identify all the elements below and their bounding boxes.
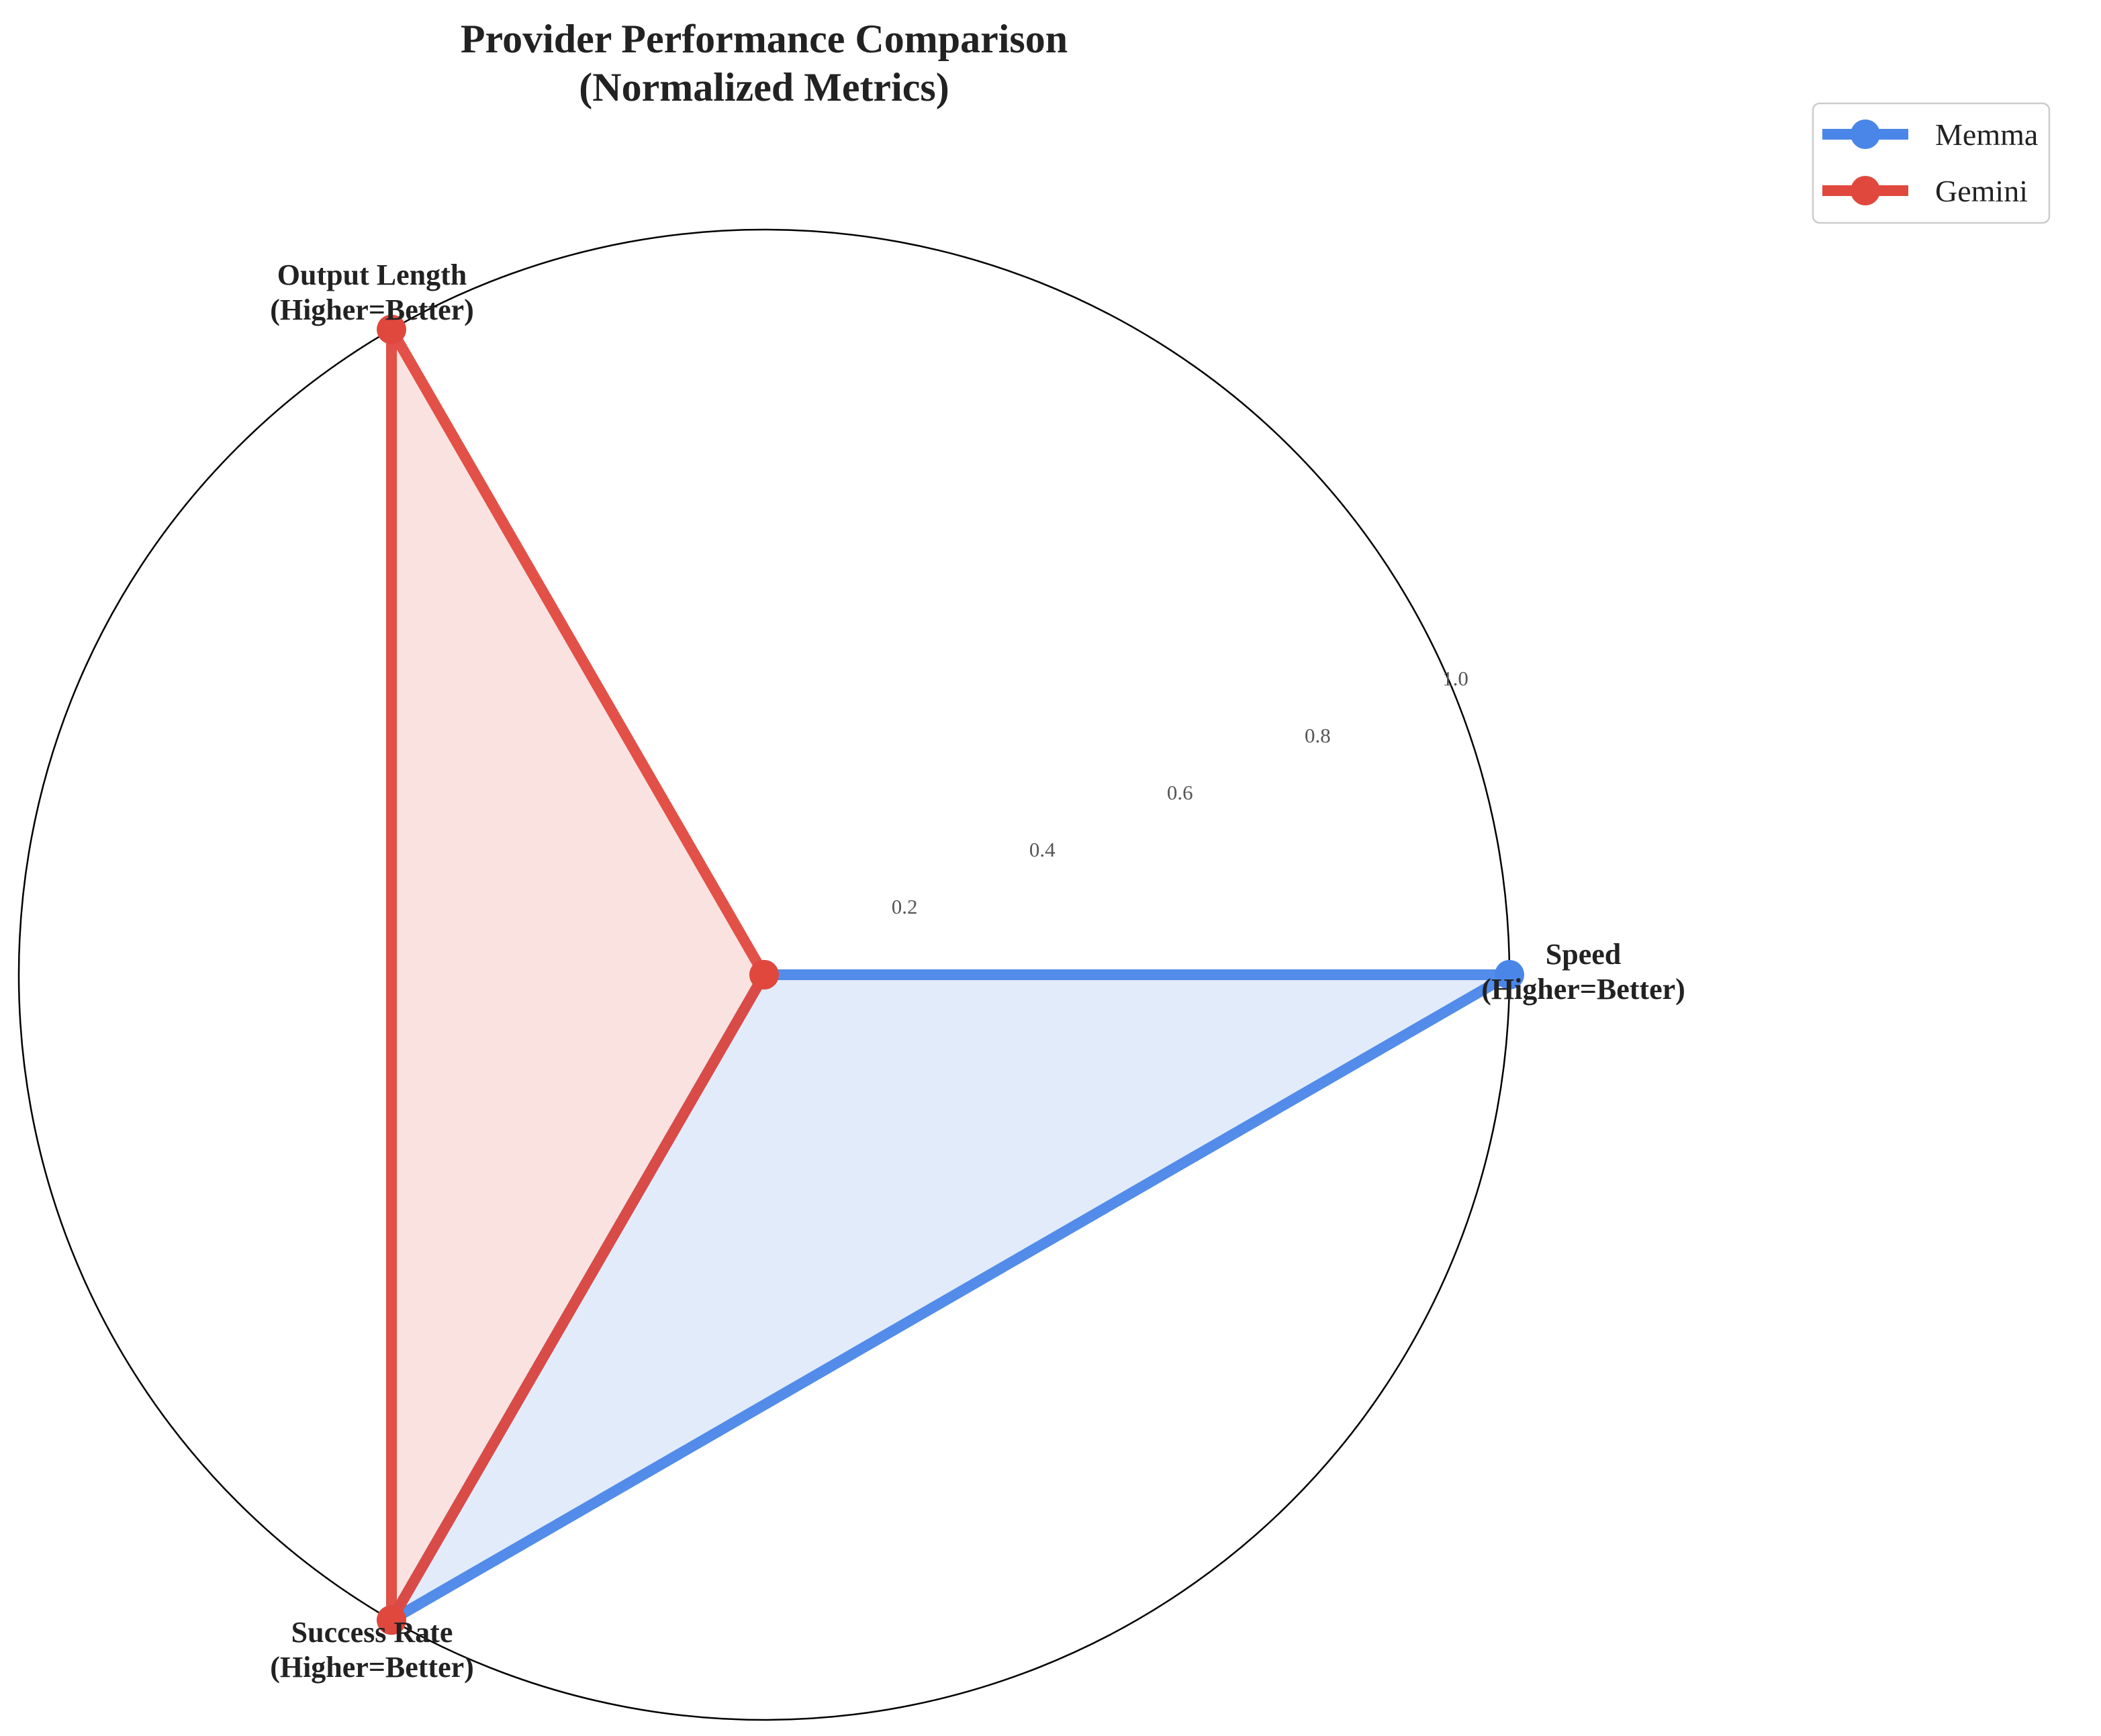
series-line-gemini <box>386 324 769 1626</box>
axis-label: Output Length <box>277 258 467 291</box>
legend-label-memma: Memma <box>1935 117 2038 152</box>
series-fill-gemini <box>391 329 764 1621</box>
radial-tick-label: 0.2 <box>892 895 918 918</box>
axis-label: (Higher=Better) <box>1481 973 1685 1006</box>
axis-label: Success Rate <box>291 1616 453 1649</box>
radial-tick-label: 0.8 <box>1305 724 1331 747</box>
data-point-gemini <box>377 1605 406 1635</box>
radial-tick-label: 0.4 <box>1029 838 1056 861</box>
axis-label: (Higher=Better) <box>270 1651 474 1684</box>
legend-marker-memma <box>1851 119 1880 149</box>
data-point-gemini <box>377 314 406 344</box>
axis-labels: Speed(Higher=Better)Output Length(Higher… <box>270 258 1685 1684</box>
legend-marker-gemini <box>1851 176 1880 205</box>
chart-title-line-2: (Normalized Metrics) <box>579 65 949 109</box>
data-point-memma <box>1495 960 1524 990</box>
series-lines <box>377 314 1524 1635</box>
axis-label: (Higher=Better) <box>270 293 474 326</box>
data-point-gemini <box>749 960 779 990</box>
radial-tick-labels: 0.2 0.4 0.6 0.8 1.0 <box>892 667 1468 918</box>
radial-tick-label: 1.0 <box>1442 667 1468 690</box>
legend-label-gemini: Gemini <box>1935 174 2028 208</box>
radial-tick-label: 0.6 <box>1167 781 1193 804</box>
chart-title-line-1: Provider Performance Comparison <box>461 17 1068 61</box>
axis-label: Speed <box>1546 938 1621 971</box>
legend: Memma Gemini <box>1812 102 2051 224</box>
